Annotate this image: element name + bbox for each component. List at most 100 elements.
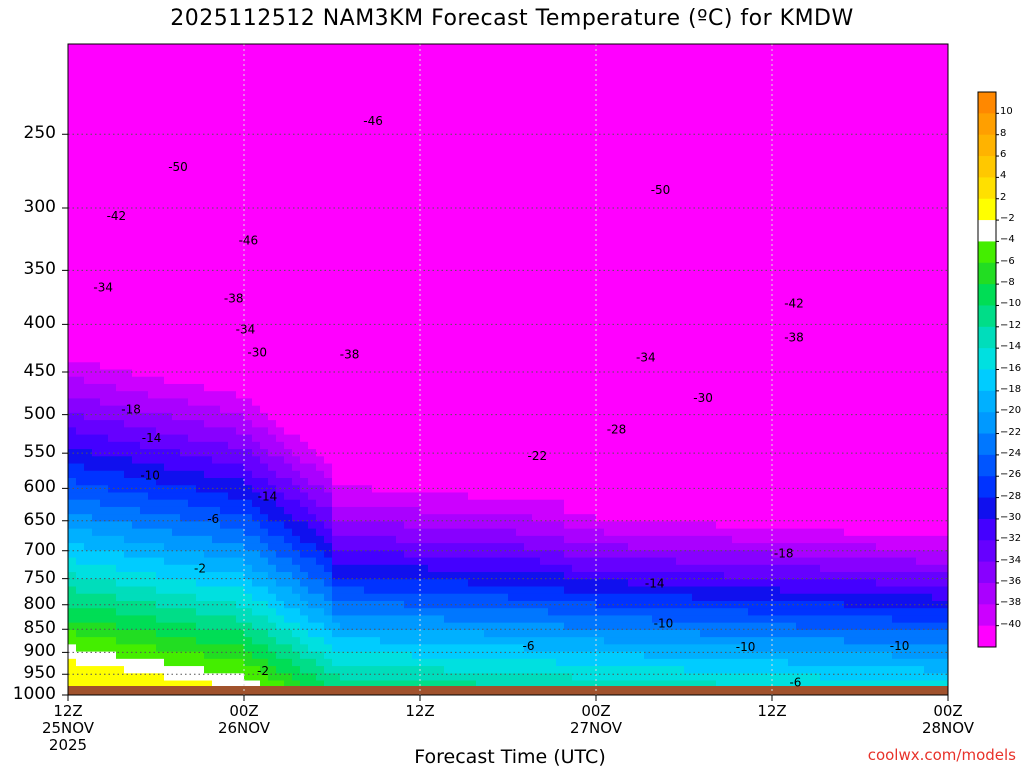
temperature-cell — [196, 347, 205, 356]
temperature-cell — [492, 261, 501, 269]
temperature-cell — [500, 615, 509, 624]
temperature-cell — [268, 326, 277, 334]
temperature-cell — [292, 572, 301, 580]
temperature-cell — [404, 181, 413, 190]
temperature-cell — [292, 304, 301, 313]
temperature-cell — [348, 376, 357, 385]
temperature-cell — [156, 485, 165, 494]
temperature-cell — [236, 615, 245, 624]
temperature-cell — [68, 152, 77, 161]
temperature-cell — [324, 658, 333, 667]
temperature-cell — [468, 441, 477, 450]
temperature-cell — [468, 557, 477, 566]
temperature-cell — [172, 326, 181, 334]
temperature-cell — [492, 326, 501, 334]
temperature-cell — [372, 58, 381, 67]
temperature-cell — [220, 239, 229, 248]
temperature-cell — [484, 58, 493, 67]
temperature-cell — [500, 629, 509, 638]
temperature-cell — [220, 441, 229, 450]
temperature-cell — [140, 210, 149, 219]
temperature-cell — [364, 101, 373, 110]
temperature-cell — [132, 232, 141, 240]
temperature-cell — [316, 297, 325, 305]
temperature-cell — [308, 188, 317, 197]
temperature-cell — [436, 492, 445, 501]
temperature-cell — [276, 362, 285, 371]
temperature-cell — [460, 521, 469, 530]
temperature-cell — [476, 72, 485, 81]
temperature-cell — [372, 282, 381, 291]
temperature-cell — [196, 174, 205, 183]
temperature-cell — [156, 615, 165, 624]
temperature-cell — [468, 391, 477, 400]
temperature-cell — [236, 456, 245, 465]
temperature-cell — [132, 253, 141, 262]
temperature-cell — [452, 261, 461, 269]
temperature-cell — [292, 478, 301, 486]
temperature-cell — [108, 130, 117, 139]
temperature-cell — [388, 514, 397, 522]
temperature-cell — [220, 376, 229, 385]
temperature-cell — [76, 586, 85, 595]
temperature-cell — [124, 347, 133, 356]
temperature-cell — [244, 253, 253, 262]
temperature-cell — [108, 499, 117, 508]
temperature-cell — [212, 485, 221, 494]
temperature-cell — [388, 181, 397, 190]
temperature-cell — [452, 311, 461, 320]
temperature-cell — [300, 383, 309, 392]
temperature-cell — [252, 217, 261, 226]
temperature-cell — [332, 72, 341, 81]
temperature-cell — [268, 253, 277, 262]
temperature-cell — [332, 65, 341, 74]
temperature-cell — [460, 637, 469, 645]
temperature-cell — [460, 203, 469, 211]
temperature-cell — [180, 152, 189, 161]
temperature-cell — [76, 506, 85, 515]
temperature-cell — [428, 181, 437, 190]
temperature-cell — [196, 456, 205, 465]
temperature-cell — [108, 246, 117, 255]
temperature-cell — [452, 456, 461, 465]
temperature-cell — [356, 224, 365, 233]
temperature-cell — [372, 383, 381, 392]
temperature-cell — [292, 362, 301, 371]
temperature-cell — [428, 72, 437, 81]
temperature-cell — [316, 666, 325, 674]
temperature-cell — [348, 138, 357, 146]
temperature-cell — [500, 572, 509, 580]
temperature-cell — [220, 528, 229, 537]
temperature-cell — [460, 579, 469, 588]
temperature-cell — [124, 492, 133, 501]
temperature-cell — [196, 355, 205, 363]
temperature-cell — [292, 159, 301, 168]
temperature-cell — [212, 232, 221, 240]
temperature-cell — [212, 528, 221, 537]
temperature-cell — [284, 557, 293, 566]
temperature-cell — [92, 557, 101, 566]
temperature-cell — [436, 166, 445, 175]
temperature-cell — [220, 159, 229, 168]
temperature-cell — [212, 261, 221, 269]
temperature-cell — [420, 94, 429, 103]
temperature-cell — [372, 593, 381, 602]
temperature-cell — [324, 203, 333, 211]
temperature-cell — [300, 658, 309, 667]
temperature-cell — [236, 521, 245, 530]
temperature-cell — [212, 420, 221, 428]
temperature-cell — [132, 550, 141, 559]
temperature-cell — [460, 441, 469, 450]
temperature-cell — [84, 109, 93, 117]
temperature-cell — [476, 434, 485, 443]
temperature-cell — [332, 362, 341, 371]
temperature-cell — [236, 311, 245, 320]
temperature-cell — [188, 383, 197, 392]
temperature-cell — [404, 492, 413, 501]
temperature-cell — [316, 608, 325, 617]
temperature-cell — [172, 492, 181, 501]
temperature-cell — [276, 383, 285, 392]
temperature-cell — [132, 673, 141, 682]
temperature-cell — [380, 203, 389, 211]
temperature-cell — [340, 543, 349, 551]
